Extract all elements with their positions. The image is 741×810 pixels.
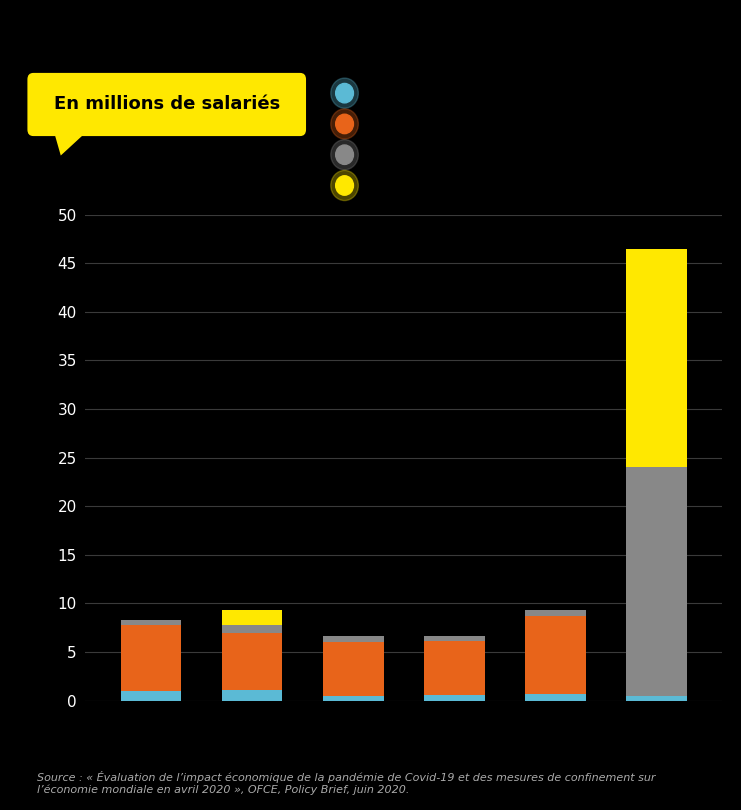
Bar: [525, 616, 586, 694]
Text: En millions de salariés: En millions de salariés: [53, 96, 280, 113]
Bar: [626, 696, 687, 701]
Bar: [626, 467, 687, 696]
Bar: [121, 691, 182, 701]
Bar: [222, 625, 282, 633]
Bar: [424, 636, 485, 642]
Bar: [121, 620, 182, 625]
Bar: [323, 636, 384, 642]
Bar: [222, 610, 282, 625]
Bar: [424, 695, 485, 701]
Bar: [626, 249, 687, 467]
Bar: [222, 690, 282, 701]
Bar: [222, 633, 282, 690]
Bar: [323, 642, 384, 696]
Bar: [525, 694, 586, 701]
Bar: [323, 696, 384, 701]
Text: Source : « Évaluation de l’impact économique de la pandémie de Covid-19 et des m: Source : « Évaluation de l’impact économ…: [37, 771, 656, 795]
Bar: [121, 625, 182, 691]
Bar: [525, 610, 586, 616]
Bar: [424, 642, 485, 695]
